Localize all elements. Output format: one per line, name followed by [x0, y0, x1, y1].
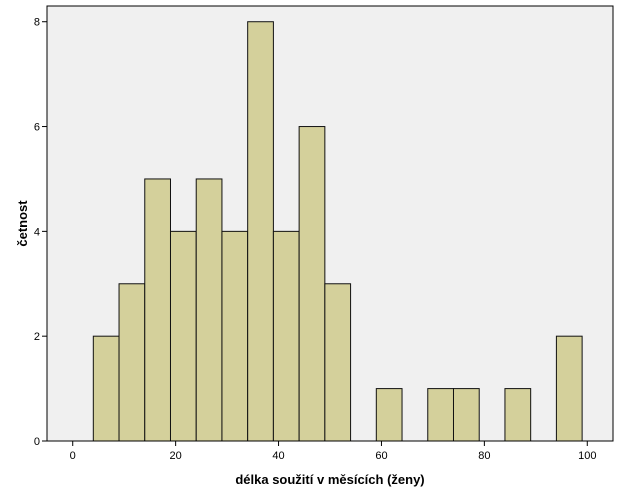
- histogram-bar-1: [118, 283, 146, 442]
- histogram-bar-3: [169, 230, 197, 442]
- y-tick-label-3: 6: [34, 122, 40, 134]
- x-axis-title: délka soužití v měsících (ženy): [235, 472, 424, 487]
- histogram-bar-8: [298, 126, 326, 442]
- histogram-bar-9: [324, 283, 352, 442]
- histogram-bar-2: [144, 178, 171, 442]
- y-tick-label-4: 8: [34, 17, 40, 29]
- x-ticks-group: 0 20 40 60 80 100: [70, 441, 596, 462]
- histogram-bar-12: [452, 388, 480, 442]
- y-tick-label-0: 0: [34, 436, 40, 448]
- y-ticks-group: 0 2 4 6 8: [34, 17, 47, 448]
- x-tick-label-2: 40: [272, 450, 284, 462]
- x-tick-label-4: 80: [478, 450, 490, 462]
- histogram-bar-0: [92, 335, 120, 442]
- histogram-bar-6: [247, 21, 274, 442]
- y-tick-label-1: 2: [34, 331, 40, 343]
- histogram-bar-10: [375, 388, 403, 442]
- x-tick-label-1: 20: [170, 450, 182, 462]
- y-axis-title: četnost: [15, 200, 30, 247]
- histogram-bar-13: [504, 388, 532, 442]
- histogram-bar-7: [272, 230, 300, 442]
- histogram-bar-11: [427, 388, 454, 442]
- histogram-bar-14: [555, 335, 583, 442]
- y-tick-label-2: 4: [34, 226, 40, 238]
- x-tick-label-0: 0: [70, 450, 76, 462]
- histogram-bar-5: [221, 230, 249, 442]
- x-tick-label-3: 60: [375, 450, 387, 462]
- bars-group: [92, 21, 583, 442]
- x-tick-label-5: 100: [578, 450, 596, 462]
- histogram-bar-4: [195, 178, 223, 442]
